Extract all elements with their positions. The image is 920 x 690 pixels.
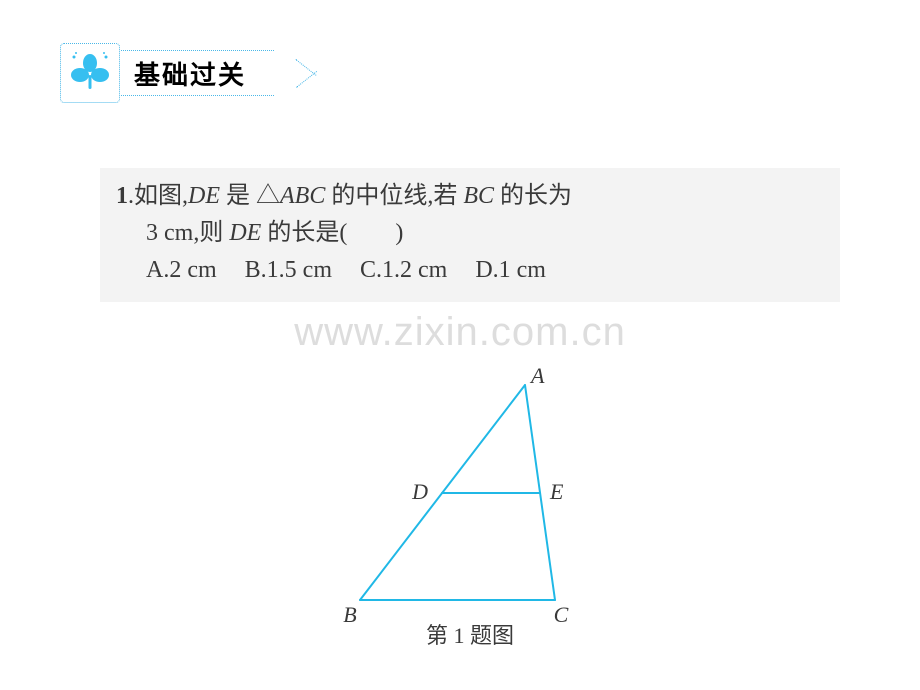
banner-label-wrap: 基础过关 <box>116 50 274 96</box>
question-text-line-2: 3 cm,则 DE 的长是( ) <box>116 215 824 252</box>
section-header: 基础过关 <box>60 42 274 104</box>
question-text-line-1: 1.如图,DE 是 △ABC 的中位线,若 BC 的长为 <box>116 178 824 215</box>
option-b: B.1.5 cm <box>245 252 332 289</box>
triangle-svg: ABCDE <box>330 350 610 650</box>
triangle-figure: ABCDE 第 1 题图 <box>330 350 610 650</box>
question-number: 1 <box>116 183 128 209</box>
option-d: D.1 cm <box>475 252 546 289</box>
answer-options: A.2 cm B.1.5 cm C.1.2 cm D.1 cm <box>116 252 824 289</box>
figure-caption: 第 1 题图 <box>330 618 610 650</box>
svg-text:A: A <box>529 363 545 388</box>
clover-icon <box>68 51 112 95</box>
question-1: 1.如图,DE 是 △ABC 的中位线,若 BC 的长为 3 cm,则 DE 的… <box>100 168 840 302</box>
option-c: C.1.2 cm <box>360 252 447 289</box>
svg-text:D: D <box>411 479 428 504</box>
svg-text:E: E <box>549 479 564 504</box>
section-title: 基础过关 <box>116 50 274 96</box>
option-a: A.2 cm <box>146 252 217 289</box>
watermark: www.zixin.com.cn <box>294 310 626 355</box>
section-title-text: 基础过关 <box>134 55 246 92</box>
clover-icon-box <box>60 43 120 103</box>
